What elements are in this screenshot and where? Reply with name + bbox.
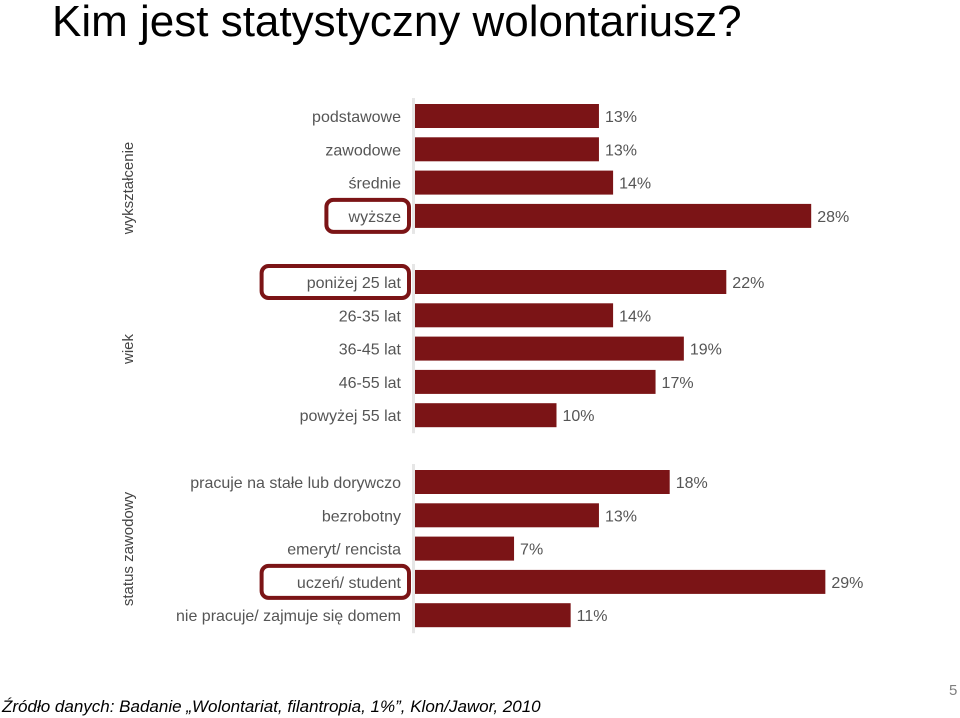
category-label: 26-35 lat	[339, 308, 402, 325]
category-label: średnie	[349, 176, 402, 193]
bar	[415, 470, 670, 494]
category-label: 36-45 lat	[339, 342, 402, 359]
bar	[415, 303, 614, 328]
value-label: 10%	[563, 408, 595, 425]
bar	[415, 104, 599, 128]
axis-baseline	[412, 464, 415, 634]
bar	[415, 603, 571, 628]
value-label: 13%	[605, 109, 637, 126]
value-label: 11%	[577, 608, 608, 625]
value-label: 13%	[605, 508, 637, 525]
value-label: 28%	[817, 209, 849, 226]
category-label: powyżej 55 lat	[300, 408, 402, 425]
source-note: Źródło danych: Badanie „Wolontariat, fil…	[2, 697, 541, 716]
value-label: 13%	[605, 142, 637, 159]
value-label: 19%	[690, 342, 722, 359]
bar	[415, 203, 812, 228]
category-label: pracuje na stałe lub dorywczo	[190, 475, 401, 492]
bar	[415, 569, 826, 594]
value-label: 14%	[619, 176, 651, 193]
axis-baseline	[412, 264, 415, 434]
highlight-frame	[259, 264, 411, 300]
bar	[415, 536, 515, 561]
value-label: 7%	[520, 542, 543, 559]
bar	[415, 270, 727, 294]
group-label: status zawodowy	[120, 491, 137, 606]
bar	[415, 137, 599, 162]
value-label: 18%	[676, 475, 708, 492]
slide-title: Kim jest statystyczny wolontariusz?	[52, 0, 742, 46]
value-label: 14%	[619, 308, 651, 325]
page-number: 5	[949, 682, 958, 699]
value-label: 22%	[732, 275, 764, 292]
category-label: wyższe	[348, 209, 402, 226]
category-label: emeryt/ rencista	[287, 542, 401, 559]
highlight-frame	[259, 563, 411, 600]
axis-baseline	[412, 98, 415, 234]
bar	[415, 403, 557, 428]
category-label: podstawowe	[312, 109, 401, 126]
category-label: uczeń/ student	[297, 575, 402, 592]
category-label: poniżej 25 lat	[307, 275, 402, 292]
value-label: 17%	[662, 375, 694, 392]
category-label: zawodowe	[325, 142, 401, 159]
value-label: 29%	[831, 575, 863, 592]
category-label: bezrobotny	[322, 508, 401, 525]
group-label: wykształcenie	[120, 142, 137, 236]
bar	[415, 369, 656, 394]
category-label: nie pracuje/ zajmuje się domem	[176, 608, 401, 625]
bar	[415, 336, 684, 361]
bar	[415, 170, 614, 195]
highlight-frame	[324, 197, 411, 234]
category-label: 46-55 lat	[339, 375, 402, 392]
bar	[415, 503, 599, 528]
group-label: wiek	[120, 334, 137, 366]
